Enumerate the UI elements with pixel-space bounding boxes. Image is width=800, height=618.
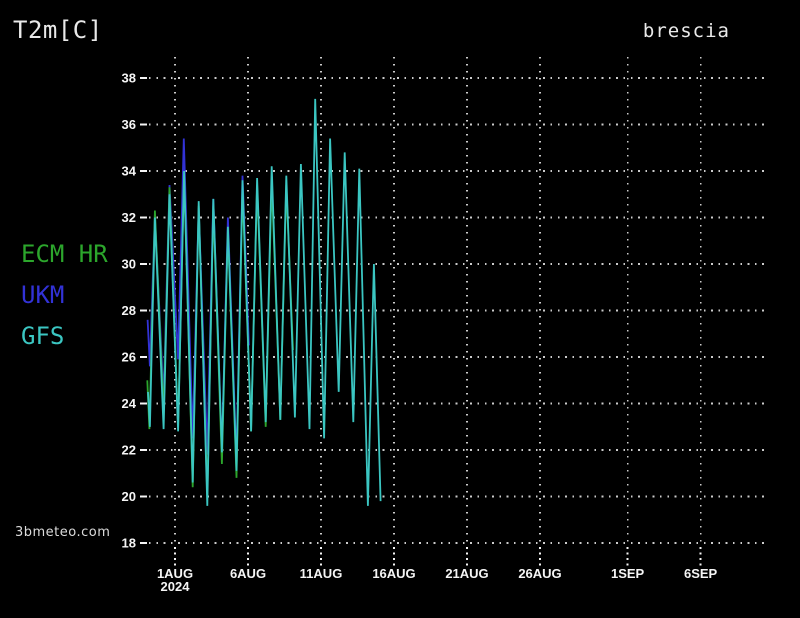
y-tick-label: 32 [122, 210, 136, 225]
x-tick-sublabel: 2024 [161, 579, 191, 594]
y-tick-label: 36 [122, 117, 136, 132]
station-name: brescia [642, 20, 730, 42]
y-tick-label: 38 [122, 71, 136, 86]
grid-horizontal [149, 77, 764, 544]
page-title: T2m[C] [13, 16, 103, 44]
legend-item-ecm-hr: ECM HR [21, 240, 108, 268]
x-tick-label: 16AUG [372, 566, 415, 581]
y-tick-label: 22 [122, 443, 136, 458]
y-tick-label: 20 [122, 489, 136, 504]
watermark: 3bmeteo.com [15, 525, 111, 540]
x-axis-ticks [174, 547, 702, 567]
y-tick-label: 30 [122, 257, 136, 272]
x-tick-label: 6SEP [684, 566, 718, 581]
y-tick-label: 28 [122, 303, 136, 318]
x-tick-label: 11AUG [300, 566, 343, 581]
series-lines [146, 98, 382, 506]
x-tick-label: 21AUG [445, 566, 488, 581]
y-tick-label: 34 [122, 164, 137, 179]
legend-item-ukm: UKM [21, 281, 65, 309]
y-tick-label: 24 [122, 396, 137, 411]
x-tick-label: 26AUG [518, 566, 561, 581]
x-tick-label: 1AUG [157, 566, 193, 581]
series-line-gfs [147, 98, 382, 506]
y-axis-labels: 38 36 34 32 30 28 26 24 22 20 18 [122, 71, 137, 551]
x-tick-label: 6AUG [230, 566, 266, 581]
legend-item-gfs: GFS [21, 322, 65, 350]
y-tick-label: 18 [122, 536, 136, 551]
y-axis-ticks [140, 77, 147, 544]
x-tick-label: 1SEP [611, 566, 645, 581]
y-tick-label: 26 [122, 350, 136, 365]
